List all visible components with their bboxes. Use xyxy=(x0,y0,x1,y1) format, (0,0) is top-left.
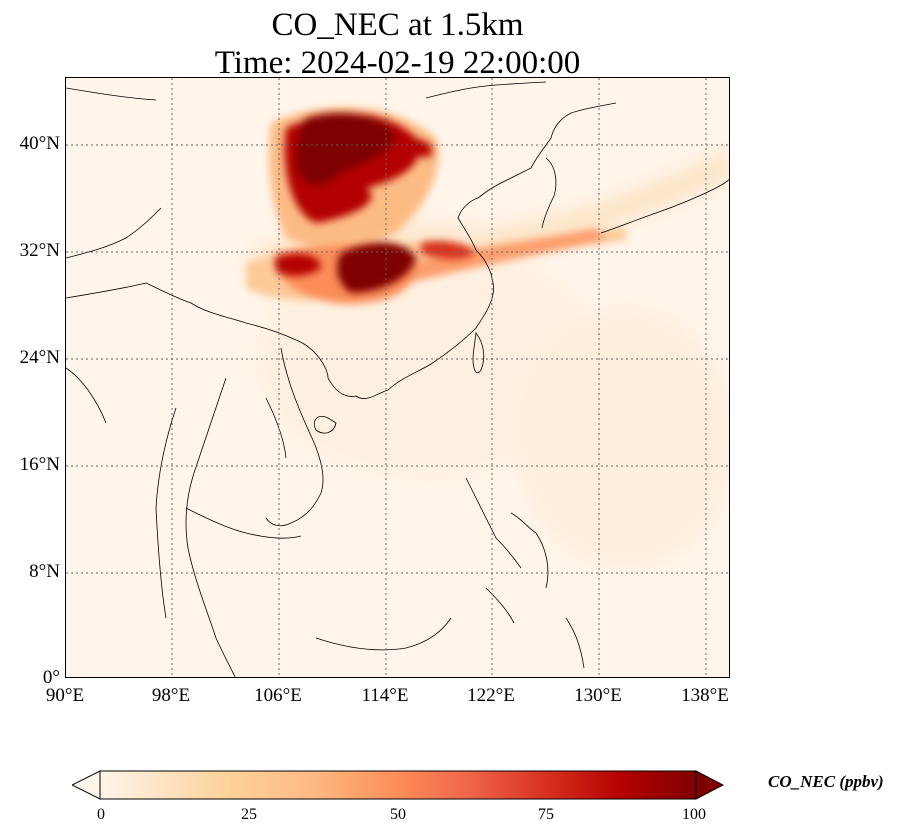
lat-tick-0: 0° xyxy=(42,667,60,688)
colorbar-tick-25: 25 xyxy=(241,806,257,823)
lon-tick-106e: 106°E xyxy=(254,685,302,706)
map-gridlines xyxy=(66,78,729,677)
lat-tick-40n: 40°N xyxy=(19,133,60,154)
colorbar-tick-100: 100 xyxy=(682,806,706,823)
lon-tick-90e: 90°E xyxy=(45,685,85,706)
lat-tick-8n: 8°N xyxy=(29,561,60,582)
colorbar-tick-50: 50 xyxy=(390,806,406,823)
lat-tick-16n: 16°N xyxy=(19,454,60,475)
colorbar-max-extend xyxy=(695,770,724,800)
coastlines-and-borders xyxy=(66,81,729,677)
colorbar-min-extend xyxy=(72,770,101,800)
co-concentration-field xyxy=(241,107,729,568)
colorbar-gradient xyxy=(99,770,697,800)
colorbar-label: CO_NEC (ppbv) xyxy=(768,772,884,791)
lon-tick-122e: 122°E xyxy=(467,685,515,706)
lon-tick-98e: 98°E xyxy=(151,685,191,706)
colorbar-tick-75: 75 xyxy=(538,806,554,823)
lon-tick-138e: 138°E xyxy=(681,685,729,706)
map-svg xyxy=(66,78,729,677)
colorbar-tick-0: 0 xyxy=(97,806,105,823)
lon-tick-114e: 114°E xyxy=(361,685,409,706)
colorbar xyxy=(72,770,724,800)
lat-tick-24n: 24°N xyxy=(19,347,60,368)
lat-tick-32n: 32°N xyxy=(19,240,60,261)
map-time-subtitle: Time: 2024-02-19 22:00:00 xyxy=(214,45,581,81)
lon-tick-130e: 130°E xyxy=(574,685,622,706)
map-title: CO_NEC at 1.5km xyxy=(271,7,524,43)
map-panel xyxy=(65,77,730,678)
